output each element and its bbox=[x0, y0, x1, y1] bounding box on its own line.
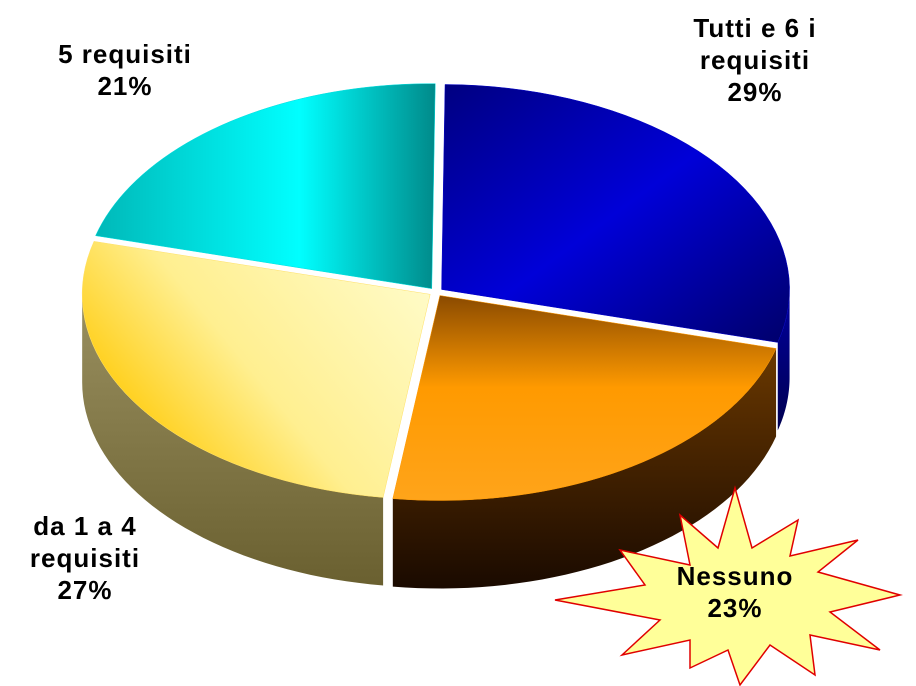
slice-side bbox=[82, 294, 384, 586]
starburst bbox=[554, 485, 903, 686]
value-label: 27% bbox=[57, 575, 113, 605]
value-label: 21% bbox=[97, 71, 153, 101]
category-label: Tutti e 6 i requisiti bbox=[693, 13, 817, 75]
slice-sides bbox=[82, 289, 790, 589]
slice-label: da 1 a 4 requisiti 27% bbox=[5, 510, 165, 606]
slice-side bbox=[777, 289, 790, 431]
slice bbox=[392, 295, 777, 501]
slice-label: 5 requisiti 21% bbox=[20, 38, 230, 102]
slice-label: Tutti e 6 i requisiti 29% bbox=[660, 12, 850, 108]
category-label: 5 requisiti bbox=[58, 39, 192, 69]
value-label: 23% bbox=[707, 593, 763, 623]
slice bbox=[95, 83, 436, 289]
slice-side bbox=[392, 348, 777, 589]
slice bbox=[81, 241, 431, 498]
slice bbox=[441, 84, 790, 343]
slice-tops bbox=[81, 83, 790, 501]
slice-label: Nessuno 23% bbox=[660, 560, 810, 624]
category-label: da 1 a 4 requisiti bbox=[29, 511, 141, 573]
value-label: 29% bbox=[727, 77, 783, 107]
category-label: Nessuno bbox=[676, 561, 794, 591]
